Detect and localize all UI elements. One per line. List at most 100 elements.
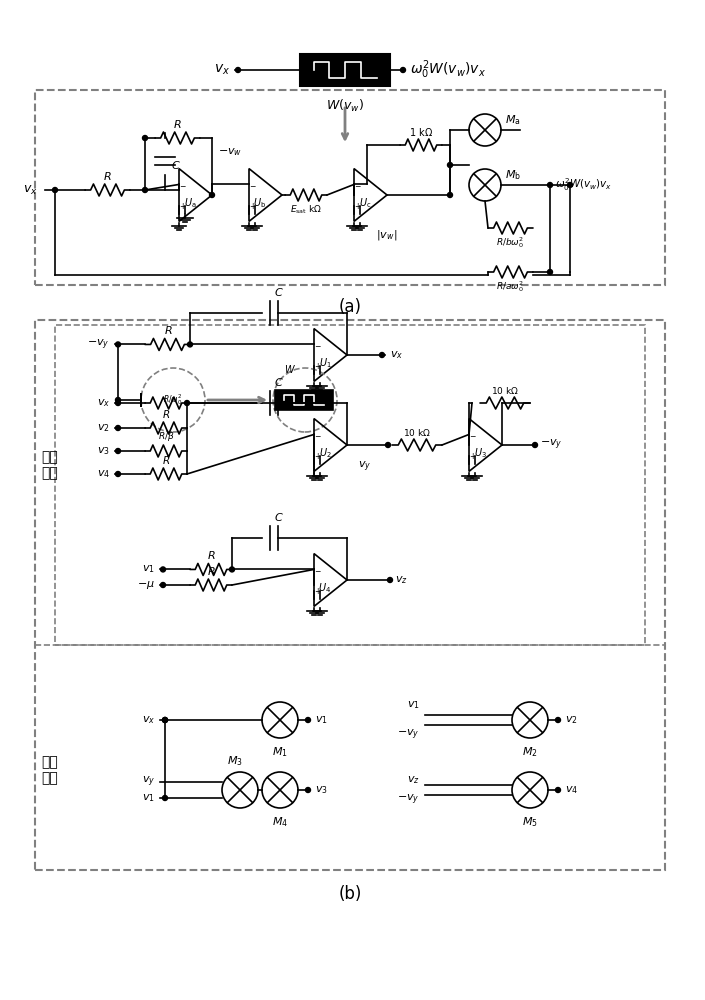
Circle shape [116,472,121,477]
Text: $C$: $C$ [274,286,283,298]
Text: $R/a\omega_0^2$: $R/a\omega_0^2$ [496,279,524,294]
Text: $R/\beta$: $R/\beta$ [158,430,174,443]
Circle shape [142,136,147,141]
Text: $U_{\rm a}$: $U_{\rm a}$ [184,196,196,210]
Text: $+$: $+$ [470,451,477,461]
Text: $v_x$: $v_x$ [97,397,110,409]
Text: $-$: $-$ [314,340,321,349]
Circle shape [388,578,393,582]
Text: $v_y$: $v_y$ [142,775,155,789]
Text: $v_1$: $v_1$ [142,792,155,804]
Circle shape [556,718,560,722]
Text: $U_4$: $U_4$ [319,581,331,595]
Circle shape [116,400,121,406]
Text: $U_1$: $U_1$ [319,356,331,370]
Circle shape [568,182,572,188]
Text: $-\mu$: $-\mu$ [137,579,155,591]
Text: $-v_y$: $-v_y$ [398,793,420,807]
Text: $R$: $R$ [173,118,181,130]
Text: $-v_y$: $-v_y$ [87,337,110,352]
Text: $U_3$: $U_3$ [474,446,486,460]
Text: $E_{\rm sat}\ {\rm k}\Omega$: $E_{\rm sat}\ {\rm k}\Omega$ [290,203,322,216]
Text: $v_2$: $v_2$ [565,714,577,726]
Text: $\omega_0^2 W(v_w) v_x$: $\omega_0^2 W(v_w) v_x$ [410,59,486,81]
Circle shape [235,67,240,72]
Text: $+$: $+$ [249,201,257,211]
Bar [300,54,390,86]
Circle shape [209,192,214,197]
Circle shape [116,448,121,454]
Text: $M_{\rm a}$: $M_{\rm a}$ [505,113,521,127]
Text: $+$: $+$ [314,586,321,596]
Text: $v_z$: $v_z$ [407,774,420,786]
Text: $R$: $R$ [207,565,215,577]
Text: $v_x$: $v_x$ [142,714,155,726]
Text: $-$: $-$ [314,565,321,574]
Circle shape [188,342,192,347]
Circle shape [386,442,391,448]
Text: $10\ {\rm k}\Omega$: $10\ {\rm k}\Omega$ [403,427,431,438]
Text: $U_{\rm c}$: $U_{\rm c}$ [359,196,372,210]
Text: $-$: $-$ [470,430,477,439]
Text: $v_4$: $v_4$ [565,784,578,796]
Text: $+$: $+$ [179,201,187,211]
Circle shape [52,188,58,192]
Circle shape [116,342,121,347]
Circle shape [305,718,310,722]
Circle shape [548,269,553,274]
Circle shape [162,718,168,722]
Text: $v_z$: $v_z$ [395,574,407,586]
Circle shape [161,582,166,587]
Circle shape [142,188,147,192]
Circle shape [448,162,453,167]
Text: 乘法
运算: 乘法 运算 [42,755,59,785]
Text: $C$: $C$ [274,511,283,523]
Circle shape [185,400,190,406]
Bar [275,390,333,410]
Circle shape [448,192,453,197]
Circle shape [116,426,121,430]
Bar [55,325,645,645]
Text: $M_1$: $M_1$ [272,745,288,759]
Text: (b): (b) [338,885,362,903]
Text: $v_4$: $v_4$ [97,468,110,480]
Text: $+$: $+$ [314,361,321,371]
Text: $-v_y$: $-v_y$ [398,728,420,742]
Text: $C$: $C$ [274,376,283,388]
Bar [35,320,665,870]
Text: $-$: $-$ [179,180,187,189]
Text: $v_x$: $v_x$ [23,183,38,197]
Text: $\omega_0^2 W(v_w) v_x$: $\omega_0^2 W(v_w) v_x$ [555,177,613,193]
Text: $+$: $+$ [314,451,321,461]
Text: $M_2$: $M_2$ [522,745,538,759]
Text: $M_5$: $M_5$ [522,815,538,829]
Circle shape [556,788,560,792]
Text: $v_3$: $v_3$ [315,784,328,796]
Text: $v_x$: $v_x$ [390,349,403,361]
Circle shape [116,397,121,402]
Text: $C$: $C$ [171,159,180,171]
Text: $+$: $+$ [354,201,362,211]
Text: (a): (a) [338,298,362,316]
Text: $R$: $R$ [207,549,215,561]
Text: $R/\omega_0^2$: $R/\omega_0^2$ [164,393,183,407]
Text: $-v_y$: $-v_y$ [540,438,563,452]
Text: 积分
通道: 积分 通道 [42,450,59,480]
Text: $v_1$: $v_1$ [407,699,420,711]
Text: $W(v_w)$: $W(v_w)$ [326,98,364,114]
Text: $v_1$: $v_1$ [142,564,155,575]
Text: $-$: $-$ [314,430,321,439]
Text: $U_{\rm b}$: $U_{\rm b}$ [254,196,266,210]
Text: $1\ {\rm k}\Omega$: $1\ {\rm k}\Omega$ [409,126,433,138]
Text: $v_y$: $v_y$ [358,460,372,474]
Circle shape [162,718,168,722]
Text: $R$: $R$ [103,170,111,182]
Circle shape [162,718,168,722]
Circle shape [532,442,537,448]
Text: $v_x$: $v_x$ [214,63,230,77]
Circle shape [162,796,168,800]
Text: $W$: $W$ [284,363,296,375]
Text: $M_4$: $M_4$ [272,815,288,829]
Circle shape [548,182,553,188]
Bar [35,90,665,285]
